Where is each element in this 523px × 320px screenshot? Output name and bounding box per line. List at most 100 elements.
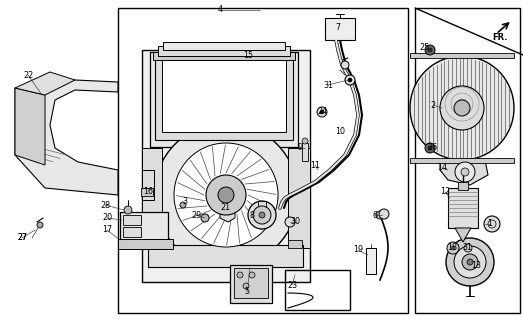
- Circle shape: [376, 211, 384, 219]
- Text: 24: 24: [317, 108, 327, 116]
- Text: 25: 25: [420, 44, 430, 52]
- Circle shape: [317, 107, 327, 117]
- Circle shape: [461, 168, 469, 176]
- Circle shape: [379, 209, 389, 219]
- Bar: [153, 52, 295, 60]
- Circle shape: [248, 201, 276, 229]
- Circle shape: [201, 214, 209, 222]
- Circle shape: [454, 246, 486, 278]
- Circle shape: [180, 202, 186, 208]
- Circle shape: [285, 217, 295, 227]
- Circle shape: [410, 56, 514, 160]
- Text: 30: 30: [290, 218, 300, 227]
- Text: 17: 17: [102, 226, 112, 235]
- Text: 23: 23: [287, 281, 297, 290]
- Circle shape: [206, 175, 246, 215]
- Bar: [325, 18, 355, 40]
- Circle shape: [259, 212, 265, 218]
- Bar: [120, 212, 168, 242]
- Text: 14: 14: [437, 164, 447, 172]
- Text: 21: 21: [220, 204, 230, 212]
- Circle shape: [348, 78, 352, 82]
- Circle shape: [37, 222, 43, 228]
- Bar: [158, 46, 290, 56]
- Bar: [118, 239, 173, 249]
- Bar: [150, 240, 164, 248]
- Circle shape: [154, 123, 298, 267]
- Text: 18: 18: [447, 244, 457, 252]
- Text: 26: 26: [427, 143, 437, 153]
- Circle shape: [302, 138, 308, 144]
- Bar: [123, 227, 141, 237]
- Circle shape: [428, 48, 432, 52]
- Circle shape: [124, 206, 132, 214]
- Circle shape: [451, 246, 455, 250]
- Polygon shape: [15, 80, 118, 195]
- Text: 31: 31: [462, 244, 472, 252]
- Circle shape: [484, 216, 500, 232]
- Bar: [142, 170, 154, 200]
- Circle shape: [454, 100, 470, 116]
- Circle shape: [218, 187, 234, 203]
- Text: 3: 3: [183, 197, 188, 206]
- Circle shape: [425, 45, 435, 55]
- Text: 31: 31: [323, 81, 333, 90]
- Bar: [141, 188, 153, 196]
- Polygon shape: [15, 88, 45, 165]
- Circle shape: [174, 143, 278, 247]
- Bar: [230, 265, 272, 303]
- Bar: [155, 55, 293, 140]
- Text: 6: 6: [372, 211, 378, 220]
- Circle shape: [428, 146, 432, 150]
- Bar: [302, 143, 308, 161]
- Polygon shape: [15, 72, 75, 95]
- Text: 4: 4: [218, 5, 222, 14]
- Text: 9: 9: [298, 143, 303, 153]
- Circle shape: [446, 238, 494, 286]
- Circle shape: [320, 110, 324, 114]
- Bar: [410, 53, 514, 58]
- Bar: [410, 158, 514, 163]
- Bar: [448, 188, 478, 228]
- Text: 27: 27: [17, 234, 27, 243]
- Polygon shape: [220, 205, 235, 222]
- Circle shape: [464, 244, 472, 252]
- Circle shape: [447, 242, 459, 254]
- Text: 1: 1: [487, 220, 493, 228]
- Bar: [366, 248, 376, 274]
- Text: FR.: FR.: [492, 34, 508, 43]
- Text: 29: 29: [191, 211, 201, 220]
- Bar: [142, 50, 310, 282]
- Bar: [458, 182, 468, 190]
- Circle shape: [467, 259, 473, 265]
- Circle shape: [253, 206, 271, 224]
- Text: 7: 7: [335, 23, 340, 33]
- Bar: [258, 201, 266, 207]
- Bar: [415, 8, 520, 313]
- Bar: [234, 268, 268, 298]
- Text: 15: 15: [243, 51, 253, 60]
- Text: 20: 20: [102, 213, 112, 222]
- Text: 12: 12: [440, 188, 450, 196]
- Bar: [285, 270, 350, 310]
- Text: 28: 28: [100, 201, 110, 210]
- Text: 13: 13: [471, 260, 481, 269]
- Bar: [123, 215, 141, 225]
- Polygon shape: [455, 228, 471, 242]
- Bar: [162, 60, 286, 132]
- Circle shape: [345, 75, 355, 85]
- Text: 19: 19: [353, 245, 363, 254]
- Text: 2: 2: [430, 100, 436, 109]
- Bar: [288, 240, 302, 248]
- Circle shape: [425, 143, 435, 153]
- Circle shape: [440, 86, 484, 130]
- Text: 10: 10: [335, 127, 345, 137]
- Text: 16: 16: [143, 188, 153, 196]
- Text: 27: 27: [17, 234, 27, 243]
- Text: 8: 8: [249, 211, 255, 220]
- Circle shape: [243, 283, 249, 289]
- Text: 5: 5: [244, 287, 249, 297]
- Text: 11: 11: [310, 161, 320, 170]
- Bar: [142, 148, 162, 248]
- Bar: [288, 148, 310, 248]
